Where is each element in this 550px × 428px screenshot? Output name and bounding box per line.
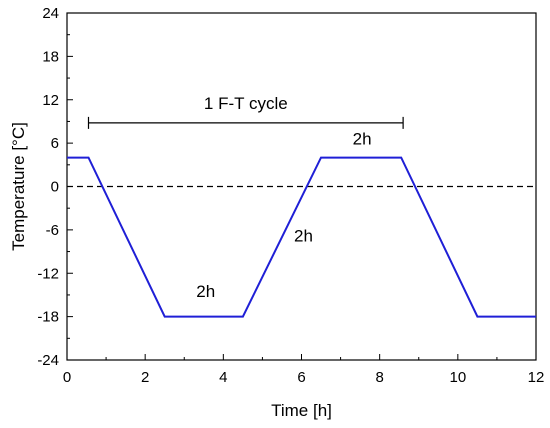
duration-annotation: 2h [294, 226, 313, 245]
y-tick-label: 24 [42, 5, 59, 22]
x-axis-title: Time [h] [271, 401, 332, 420]
y-tick-label: -24 [37, 352, 59, 369]
x-tick-label: 4 [219, 369, 227, 386]
x-tick-label: 8 [375, 369, 383, 386]
y-tick-label: -18 [37, 309, 59, 326]
duration-annotation: 2h [353, 130, 372, 149]
x-tick-label: 6 [297, 369, 305, 386]
duration-annotation: 2h [196, 282, 215, 301]
y-tick-label: 6 [51, 135, 59, 152]
cycle-bracket-label: 1 F-T cycle [204, 94, 288, 113]
y-tick-label: 12 [42, 92, 59, 109]
y-axis-title: Temperature [°C] [9, 122, 28, 251]
temperature-series-line [67, 156, 536, 318]
x-tick-label: 12 [528, 369, 545, 386]
y-tick-label: 0 [51, 179, 59, 196]
x-tick-label: 2 [141, 369, 149, 386]
y-tick-label: -12 [37, 265, 59, 282]
x-tick-label: 0 [63, 369, 71, 386]
y-tick-label: -6 [46, 222, 59, 239]
x-tick-label: 10 [449, 369, 466, 386]
y-tick-label: 18 [42, 48, 59, 65]
